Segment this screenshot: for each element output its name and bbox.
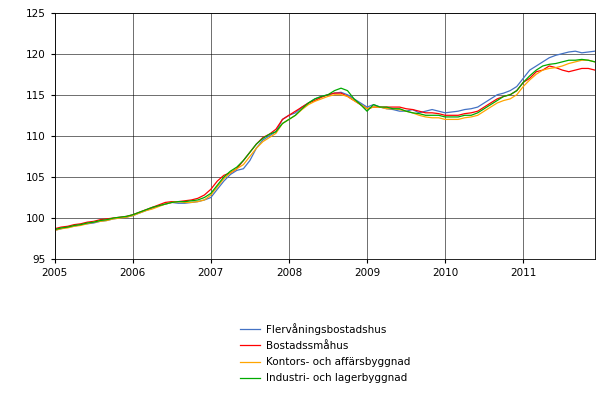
Line: Flervåningsbostadshus: Flervåningsbostadshus [55, 51, 595, 230]
Flervåningsbostadshus [591, 48, 599, 54]
Flervåningsbostadshus [572, 48, 579, 54]
Kontors- och affärsbyggnad [51, 228, 58, 233]
Flervåningsbostadshus [84, 221, 91, 226]
Industri- och lagerbyggnad [58, 225, 65, 230]
Industri- och lagerbyggnad [461, 113, 469, 118]
Industri- och lagerbyggnad [591, 59, 599, 64]
Kontors- och affärsbyggnad [578, 58, 586, 63]
Industri- och lagerbyggnad [84, 220, 91, 225]
Bostadssmåhus [546, 64, 553, 69]
Kontors- och affärsbyggnad [58, 226, 65, 231]
Industri- och lagerbyggnad [578, 57, 586, 62]
Kontors- och affärsbyggnad [591, 59, 599, 64]
Industri- och lagerbyggnad [487, 102, 494, 107]
Bostadssmåhus [84, 219, 91, 224]
Line: Industri- och lagerbyggnad: Industri- och lagerbyggnad [55, 59, 595, 229]
Kontors- och affärsbyggnad [461, 115, 469, 120]
Flervåningsbostadshus [51, 228, 58, 233]
Industri- och lagerbyggnad [51, 227, 58, 232]
Kontors- och affärsbyggnad [292, 113, 299, 118]
Legend: Flervåningsbostadshus, Bostadssmåhus, Kontors- och affärsbyggnad, Industri- och : Flervåningsbostadshus, Bostadssmåhus, Ko… [236, 319, 414, 387]
Line: Bostadssmåhus: Bostadssmåhus [55, 66, 595, 229]
Bostadssmåhus [292, 109, 299, 114]
Kontors- och affärsbyggnad [487, 104, 494, 110]
Bostadssmåhus [487, 100, 494, 105]
Kontors- och affärsbyggnad [318, 96, 325, 101]
Flervåningsbostadshus [487, 96, 494, 101]
Bostadssmåhus [461, 111, 469, 116]
Flervåningsbostadshus [292, 110, 299, 115]
Flervåningsbostadshus [58, 226, 65, 231]
Bostadssmåhus [591, 68, 599, 73]
Bostadssmåhus [318, 95, 325, 100]
Flervåningsbostadshus [461, 107, 469, 112]
Kontors- och affärsbyggnad [84, 221, 91, 226]
Line: Kontors- och affärsbyggnad: Kontors- och affärsbyggnad [55, 60, 595, 230]
Bostadssmåhus [58, 224, 65, 229]
Flervåningsbostadshus [318, 94, 325, 99]
Industri- och lagerbyggnad [292, 113, 299, 118]
Bostadssmåhus [51, 226, 58, 231]
Industri- och lagerbyggnad [318, 94, 325, 99]
